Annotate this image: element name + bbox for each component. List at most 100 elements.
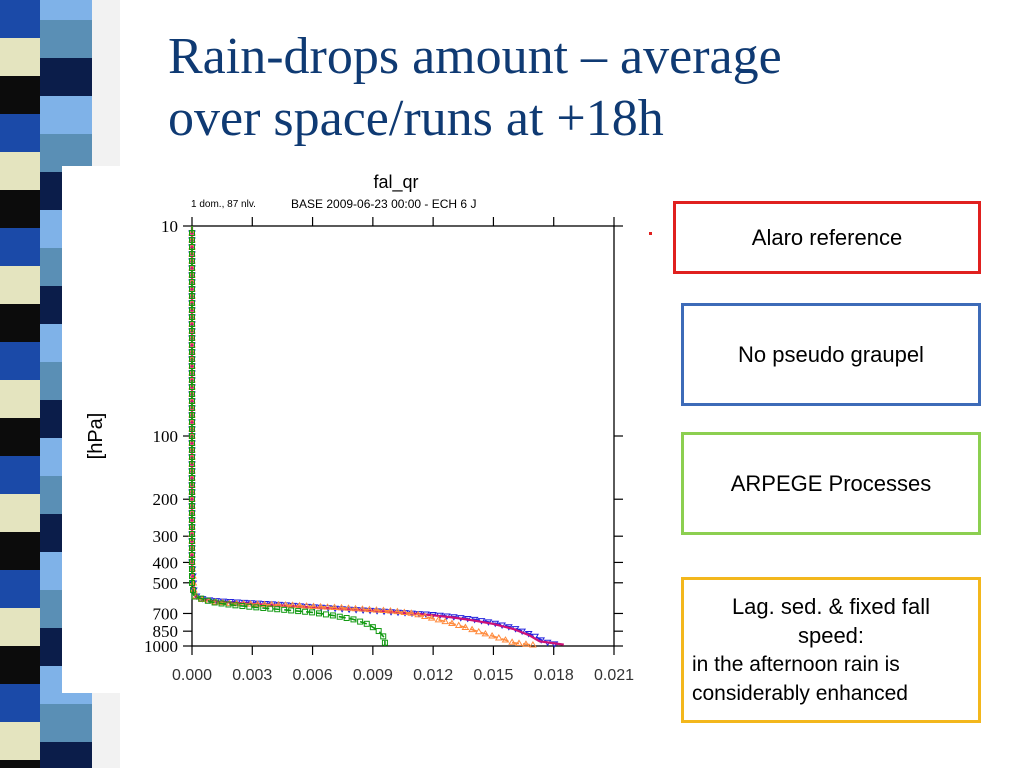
series-marker bbox=[309, 609, 316, 616]
series-marker bbox=[189, 251, 195, 257]
series-marker bbox=[316, 610, 323, 617]
series-marker bbox=[522, 640, 530, 647]
series-marker bbox=[189, 461, 195, 467]
series-marker bbox=[351, 604, 360, 612]
series-marker bbox=[189, 566, 195, 572]
stripe-block bbox=[0, 190, 40, 228]
stripe-block bbox=[0, 418, 40, 456]
series-marker bbox=[302, 608, 309, 615]
stripe-block bbox=[0, 76, 40, 114]
stripe-block bbox=[40, 704, 92, 742]
series-marker bbox=[288, 607, 295, 614]
stripe-block bbox=[40, 134, 92, 172]
lag-text-line-3: in the afternoon rain is bbox=[692, 653, 900, 676]
series-marker bbox=[189, 573, 195, 579]
series-marker bbox=[421, 612, 429, 619]
series-marker bbox=[189, 552, 195, 558]
series-marker bbox=[448, 619, 456, 627]
series-marker bbox=[302, 602, 311, 609]
series-marker bbox=[189, 433, 195, 439]
series-marker bbox=[246, 600, 255, 607]
series-marker bbox=[488, 631, 496, 639]
series-marker bbox=[350, 616, 357, 623]
stripe-block bbox=[40, 96, 92, 134]
series-marker bbox=[274, 606, 281, 613]
series-marker bbox=[386, 606, 395, 614]
chart-header-right: BASE 2009-06-23 00:00 - ECH 6 J bbox=[291, 197, 476, 211]
series-marker bbox=[189, 489, 195, 495]
x-tick-label: 0.018 bbox=[534, 667, 574, 684]
series-marker bbox=[189, 579, 196, 586]
series-marker bbox=[189, 475, 195, 481]
series-marker bbox=[427, 614, 436, 621]
slide-title: Rain-drops amount – average over space/r… bbox=[168, 26, 988, 150]
x-tick-label: 0.006 bbox=[293, 667, 333, 684]
lag-text-line-4: considerably enhanced bbox=[692, 682, 908, 705]
lag-text-line-2: speed: bbox=[797, 623, 865, 648]
series-marker bbox=[189, 265, 195, 271]
series-marker bbox=[189, 230, 195, 236]
chart: fal_qr 1 dom., 87 nlv. BASE 2009-06-23 0… bbox=[85, 172, 634, 684]
series-marker bbox=[330, 603, 339, 611]
stripe-block bbox=[40, 0, 92, 20]
series-marker bbox=[189, 440, 195, 446]
x-tick-label: 0.015 bbox=[473, 667, 513, 684]
stripe-block bbox=[0, 608, 40, 646]
series-marker bbox=[189, 377, 195, 383]
legend-box-no-pseudo-label: No pseudo graupel bbox=[738, 341, 924, 367]
y-tick-label: 200 bbox=[153, 490, 179, 509]
x-tick-label: 0.003 bbox=[232, 667, 272, 684]
series-line-1 bbox=[190, 226, 564, 646]
chart-panel: fal_qr 1 dom., 87 nlv. BASE 2009-06-23 0… bbox=[62, 166, 662, 693]
slide-title-line-2: over space/runs at +18h bbox=[168, 90, 664, 147]
series-marker bbox=[189, 314, 195, 320]
stripe-block bbox=[0, 684, 40, 722]
series-marker bbox=[189, 538, 195, 544]
series-marker bbox=[474, 627, 483, 635]
series-marker bbox=[246, 603, 253, 610]
stripe-block bbox=[0, 646, 40, 684]
series-marker bbox=[189, 328, 195, 334]
series-marker bbox=[501, 636, 510, 643]
series-marker bbox=[189, 384, 195, 390]
series-marker bbox=[189, 237, 195, 243]
stripe-block bbox=[40, 58, 92, 96]
stripe-block bbox=[0, 494, 40, 532]
series-marker bbox=[407, 609, 416, 616]
series-marker bbox=[189, 482, 195, 488]
series-marker bbox=[295, 608, 302, 615]
series-marker bbox=[189, 335, 195, 341]
stripe-block bbox=[0, 760, 40, 768]
series-marker bbox=[365, 605, 374, 613]
series-marker bbox=[189, 300, 195, 306]
stray-dot bbox=[649, 232, 652, 235]
series-marker bbox=[337, 603, 346, 611]
series-marker bbox=[191, 593, 198, 600]
series-marker bbox=[309, 602, 318, 609]
series-marker bbox=[189, 510, 195, 516]
y-tick-label: 400 bbox=[153, 553, 179, 572]
lag-text-line-1: Lag. sed. & fixed fall bbox=[731, 594, 931, 619]
x-tick-label: 0.021 bbox=[594, 667, 634, 684]
y-tick-label: 100 bbox=[153, 427, 179, 446]
series-marker bbox=[189, 531, 195, 537]
stripe-block bbox=[0, 570, 40, 608]
series-marker bbox=[211, 599, 218, 606]
series-marker bbox=[189, 349, 195, 355]
series-marker bbox=[189, 524, 195, 530]
series-marker bbox=[381, 639, 388, 646]
legend-box-no-pseudo-graupel: No pseudo graupel bbox=[681, 303, 981, 406]
series-marker bbox=[198, 595, 205, 602]
stripe-block bbox=[0, 380, 40, 418]
series-line-2 bbox=[191, 226, 534, 646]
stripe-block bbox=[0, 0, 40, 38]
series-marker bbox=[189, 391, 195, 397]
series-marker bbox=[189, 370, 195, 376]
series-marker bbox=[189, 496, 195, 502]
y-tick-label: 850 bbox=[153, 622, 179, 641]
series-marker bbox=[336, 613, 343, 620]
stripe-block bbox=[40, 20, 92, 58]
series-marker bbox=[468, 625, 476, 633]
series-marker bbox=[232, 602, 239, 609]
series-marker bbox=[189, 293, 195, 299]
